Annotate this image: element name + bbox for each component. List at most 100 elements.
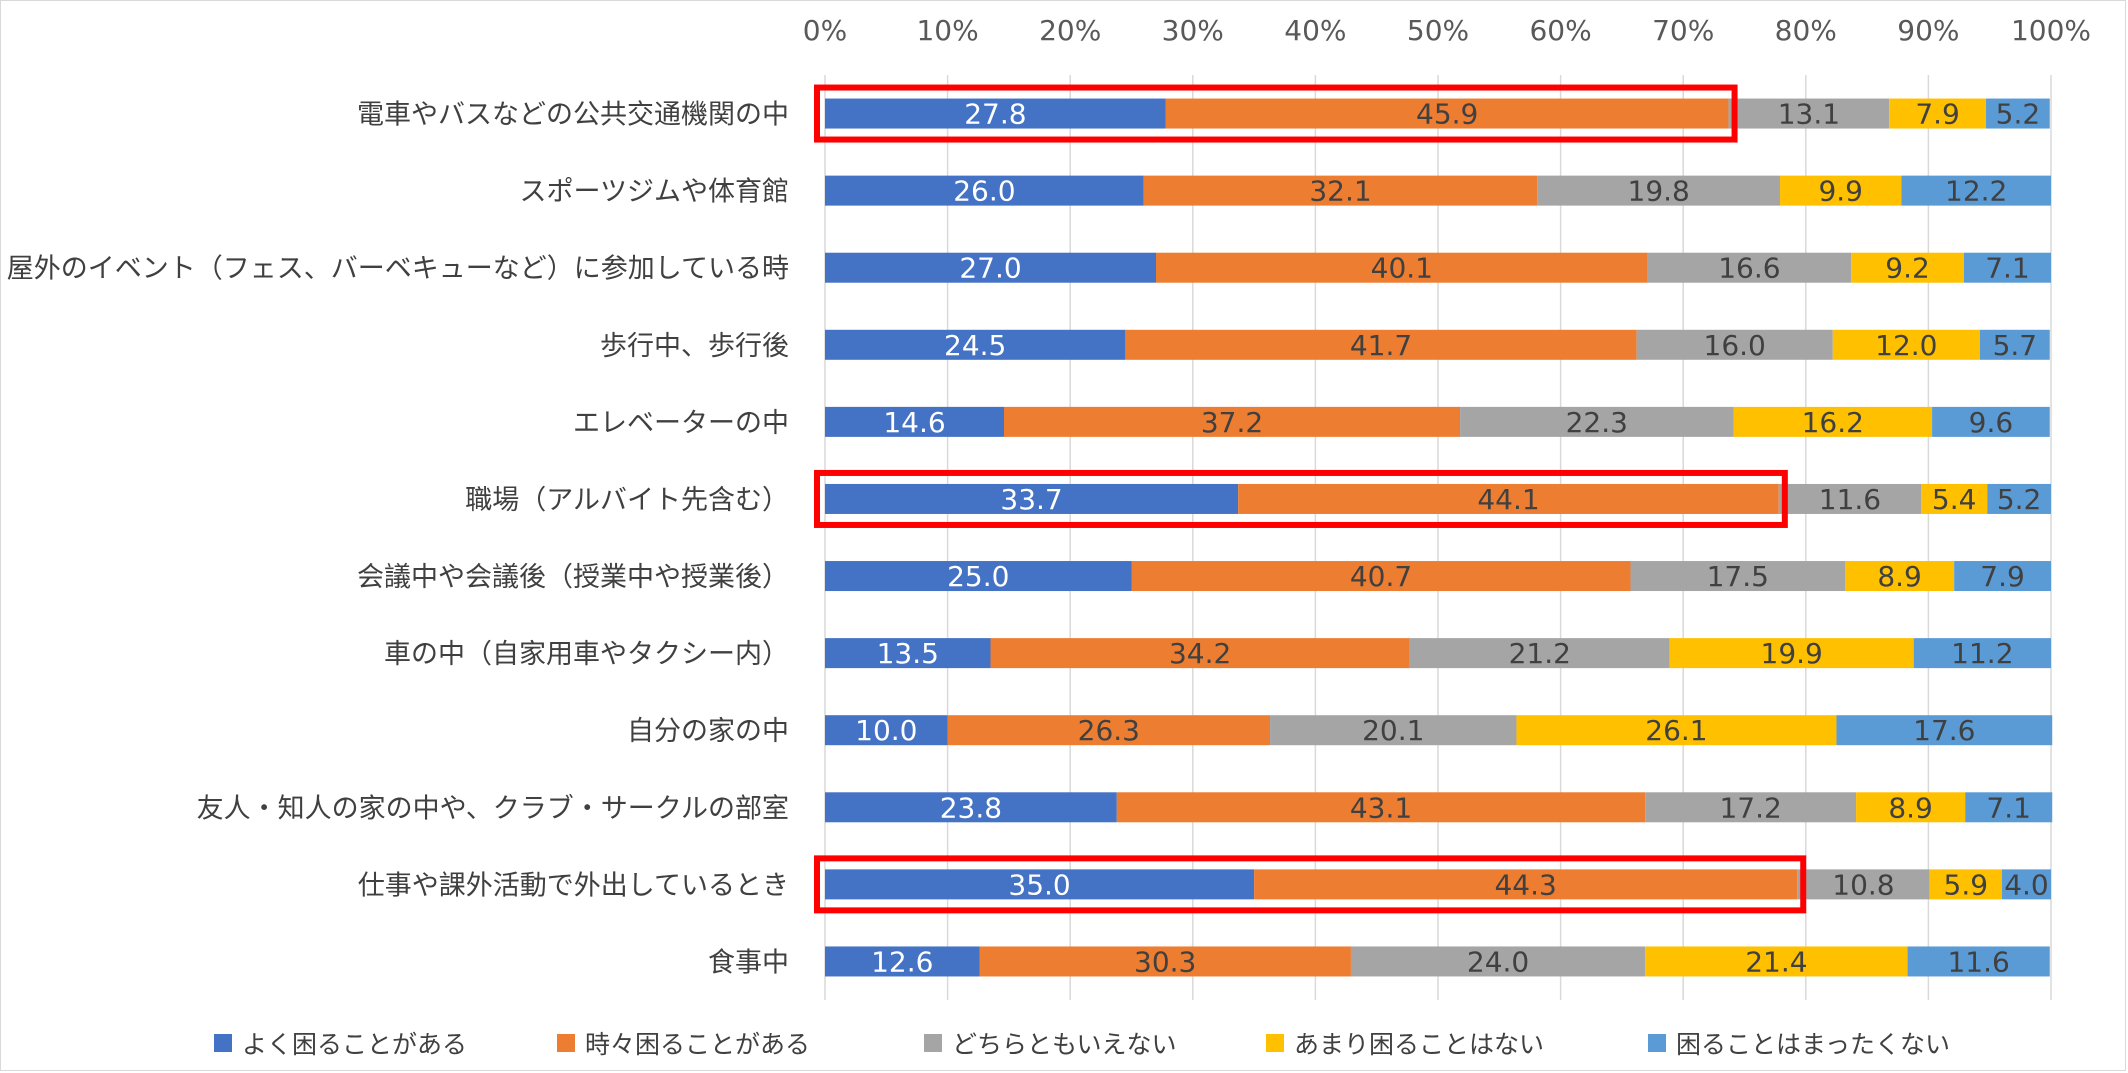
- legend-label-neutral: どちらともいえない: [952, 1030, 1177, 1059]
- data-label: 32.1: [1309, 175, 1371, 208]
- bar-segment: [1143, 175, 1538, 206]
- data-label: 44.3: [1494, 868, 1556, 901]
- x-tick-label: 40%: [1284, 14, 1346, 47]
- bar-segment: [1986, 98, 2050, 129]
- bar-segment: [1932, 406, 2050, 437]
- category-label: 仕事や課外活動で外出しているとき: [358, 870, 789, 901]
- data-label: 17.6: [1913, 714, 1975, 747]
- data-label: 5.9: [1944, 868, 1989, 901]
- data-label: 26.3: [1078, 714, 1140, 747]
- data-label: 13.5: [877, 637, 939, 670]
- legend-swatch-often: [214, 1034, 232, 1052]
- category-label: 会議中や会議後（授業中や授業後）: [357, 562, 789, 593]
- bar-segment: [1728, 98, 1890, 129]
- data-label: 12.0: [1875, 329, 1937, 362]
- bar-segment: [825, 638, 991, 669]
- data-label: 19.8: [1628, 175, 1690, 208]
- legend-swatch-neutral: [924, 1034, 942, 1052]
- bar-segment: [1350, 946, 1646, 977]
- data-label: 37.2: [1201, 406, 1263, 439]
- data-label: 19.9: [1761, 637, 1823, 670]
- x-tick-label: 70%: [1652, 14, 1714, 47]
- legend-swatch-never: [1648, 1034, 1666, 1052]
- bar-segment: [2001, 869, 2051, 900]
- bar-segment: [1954, 561, 2051, 592]
- bar-segment: [1156, 252, 1648, 283]
- category-label: 屋外のイベント（フェス、バーベキューなど）に参加している時: [7, 254, 789, 285]
- data-label: 40.7: [1350, 560, 1412, 593]
- bar-segment: [825, 406, 1004, 437]
- bar-segment: [825, 561, 1132, 592]
- bar-segment: [825, 715, 948, 746]
- bar-segment: [1979, 329, 2050, 360]
- bar-segment: [1409, 638, 1670, 669]
- x-tick-label: 60%: [1529, 14, 1591, 47]
- bar-segment: [1965, 792, 2053, 823]
- bar-segment: [1733, 406, 1933, 437]
- bar-segment: [1460, 406, 1734, 437]
- legend-swatch-rarely: [1266, 1034, 1284, 1052]
- category-label: 電車やバスなどの公共交通機関の中: [357, 100, 789, 131]
- data-label: 45.9: [1416, 98, 1478, 131]
- bar-segment: [1987, 483, 2051, 514]
- highlight-box: [814, 855, 1807, 914]
- bar-segment: [947, 715, 1271, 746]
- category-label: エレベーターの中: [573, 408, 789, 439]
- bar-segment: [1254, 869, 1798, 900]
- bar-segment: [1669, 638, 1914, 669]
- bar-segment: [1630, 561, 1846, 592]
- data-label: 7.1: [1986, 791, 2031, 824]
- data-label: 16.2: [1802, 406, 1864, 439]
- bar-segment: [1921, 483, 1988, 514]
- data-label: 12.2: [1945, 175, 2007, 208]
- data-label: 25.0: [947, 560, 1009, 593]
- data-label: 44.1: [1477, 483, 1539, 516]
- bar-segment: [1832, 329, 1980, 360]
- data-label: 9.2: [1885, 252, 1930, 285]
- data-label: 33.7: [1000, 483, 1062, 516]
- data-label: 5.2: [1996, 98, 2041, 131]
- bar-segment: [1889, 98, 1987, 129]
- bar-segment: [825, 869, 1255, 900]
- data-label: 14.6: [883, 406, 945, 439]
- data-label: 16.6: [1718, 252, 1780, 285]
- data-label: 16.0: [1704, 329, 1766, 362]
- bar-segment: [1851, 252, 1964, 283]
- legend-label-often: よく困ることがある: [242, 1030, 468, 1059]
- bar-segment: [979, 946, 1351, 977]
- data-label: 13.1: [1778, 98, 1840, 131]
- data-label: 10.0: [855, 714, 917, 747]
- bar-segment: [1636, 329, 1833, 360]
- legend: よく困ることがある 時々困ることがある どちらともいえない あまり困ることはない…: [0, 1025, 2128, 1061]
- bar-segment: [1270, 715, 1517, 746]
- bar-segment: [1901, 175, 2051, 206]
- data-label: 7.9: [1915, 98, 1960, 131]
- bar-segment: [1856, 792, 1966, 823]
- category-label: 歩行中、歩行後: [600, 331, 789, 362]
- legend-item-rarely: あまり困ることはない: [1266, 1025, 1544, 1061]
- data-label: 20.1: [1362, 714, 1424, 747]
- bar-segment: [825, 792, 1117, 823]
- data-label: 8.9: [1888, 791, 1933, 824]
- bar-segment: [1778, 483, 1922, 514]
- data-label: 4.0: [2004, 868, 2049, 901]
- data-label: 9.9: [1818, 175, 1863, 208]
- data-label: 40.1: [1371, 252, 1433, 285]
- data-label: 11.2: [1951, 637, 2013, 670]
- x-tick-label: 10%: [916, 14, 978, 47]
- legend-item-never: 困ることはまったくない: [1648, 1025, 1950, 1061]
- data-label: 24.0: [1467, 945, 1529, 978]
- bar-segment: [1645, 792, 1857, 823]
- x-tick-label: 100%: [2011, 14, 2091, 47]
- bar-segment: [1907, 946, 2050, 977]
- category-label: 友人・知人の家の中や、クラブ・サークルの部室: [197, 793, 789, 824]
- data-label: 11.6: [1947, 945, 2009, 978]
- bar-segment: [1516, 715, 1837, 746]
- category-label: 食事中: [708, 947, 789, 978]
- data-label: 17.5: [1707, 560, 1769, 593]
- bar-segment: [825, 483, 1239, 514]
- bar-segment: [1165, 98, 1729, 129]
- data-label: 35.0: [1008, 868, 1070, 901]
